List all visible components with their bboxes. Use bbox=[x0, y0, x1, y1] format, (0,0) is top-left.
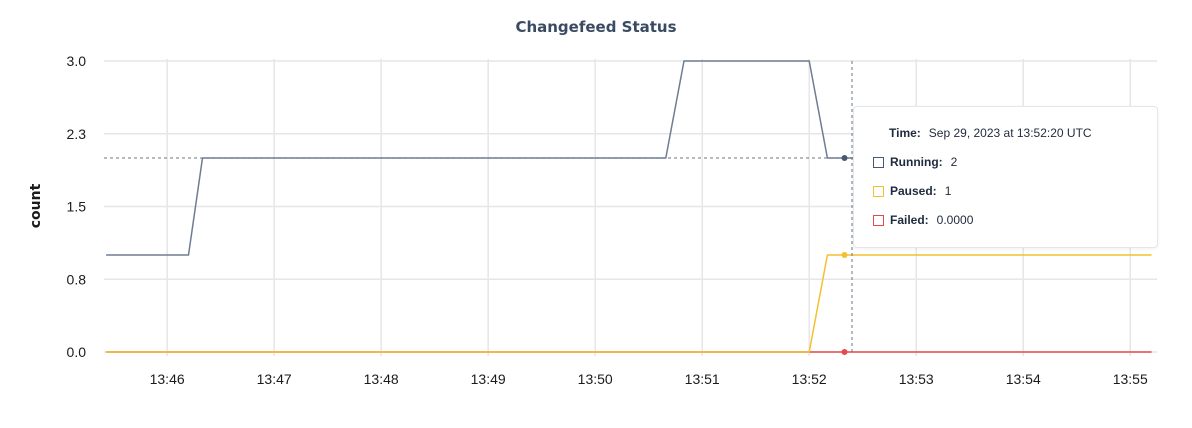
x-tick-label: 13:54 bbox=[1006, 371, 1041, 387]
tooltip-row-failed: Failed: 0.0000 bbox=[873, 213, 973, 227]
y-tick-label: 3.0 bbox=[67, 53, 87, 69]
tooltip-running-label: Running: bbox=[890, 155, 943, 169]
x-tick-label: 13:50 bbox=[578, 371, 613, 387]
chart-title: Changefeed Status bbox=[515, 18, 676, 36]
y-axis-label: count bbox=[28, 183, 44, 228]
y-tick-label: 0.8 bbox=[67, 271, 87, 287]
x-tick-label: 13:47 bbox=[257, 371, 292, 387]
tooltip-time-row: Time: Sep 29, 2023 at 13:52:20 UTC bbox=[889, 126, 1092, 140]
tooltip-time-value: Sep 29, 2023 at 13:52:20 UTC bbox=[928, 126, 1092, 140]
hover-tooltip: Time: Sep 29, 2023 at 13:52:20 UTC Runni… bbox=[853, 106, 1158, 248]
failed-swatch-icon bbox=[873, 214, 884, 226]
tooltip-paused-value: 1 bbox=[944, 184, 952, 198]
hover-points bbox=[841, 155, 848, 355]
y-tick-label: 2.3 bbox=[67, 126, 87, 142]
tooltip-failed-value: 0.0000 bbox=[936, 213, 974, 227]
x-tick-label: 13:55 bbox=[1113, 371, 1148, 387]
hover-point-running bbox=[841, 155, 848, 161]
x-tick-label: 13:53 bbox=[899, 371, 934, 387]
paused-swatch-icon bbox=[873, 185, 884, 197]
x-tick-label: 13:51 bbox=[685, 371, 720, 387]
y-tick-label: 0.0 bbox=[67, 344, 87, 360]
x-tick-label: 13:52 bbox=[792, 371, 827, 387]
running-swatch-icon bbox=[873, 156, 884, 168]
hover-point-paused bbox=[841, 252, 848, 258]
axes: 3.0 2.3 1.5 0.8 0.0 13:46 13:47 13:48 13:49 13:50… bbox=[67, 53, 1148, 387]
tooltip-paused-label: Paused: bbox=[890, 184, 937, 198]
tooltip-running-value: 2 bbox=[950, 155, 958, 169]
tooltip-failed-label: Failed: bbox=[890, 213, 929, 227]
y-tick-label: 1.5 bbox=[67, 199, 87, 215]
series-line-paused bbox=[106, 254, 1152, 353]
x-tick-label: 13:48 bbox=[364, 371, 399, 387]
tooltip-row-paused: Paused: 1 bbox=[873, 184, 951, 198]
tooltip-row-running: Running: 2 bbox=[873, 155, 957, 169]
x-tick-label: 13:46 bbox=[150, 371, 185, 387]
series-line-running bbox=[106, 60, 863, 256]
x-tick-label: 13:49 bbox=[471, 371, 506, 387]
series-layer bbox=[106, 60, 1152, 353]
tooltip-time-label: Time: bbox=[889, 126, 921, 140]
hover-point-failed bbox=[841, 349, 848, 355]
